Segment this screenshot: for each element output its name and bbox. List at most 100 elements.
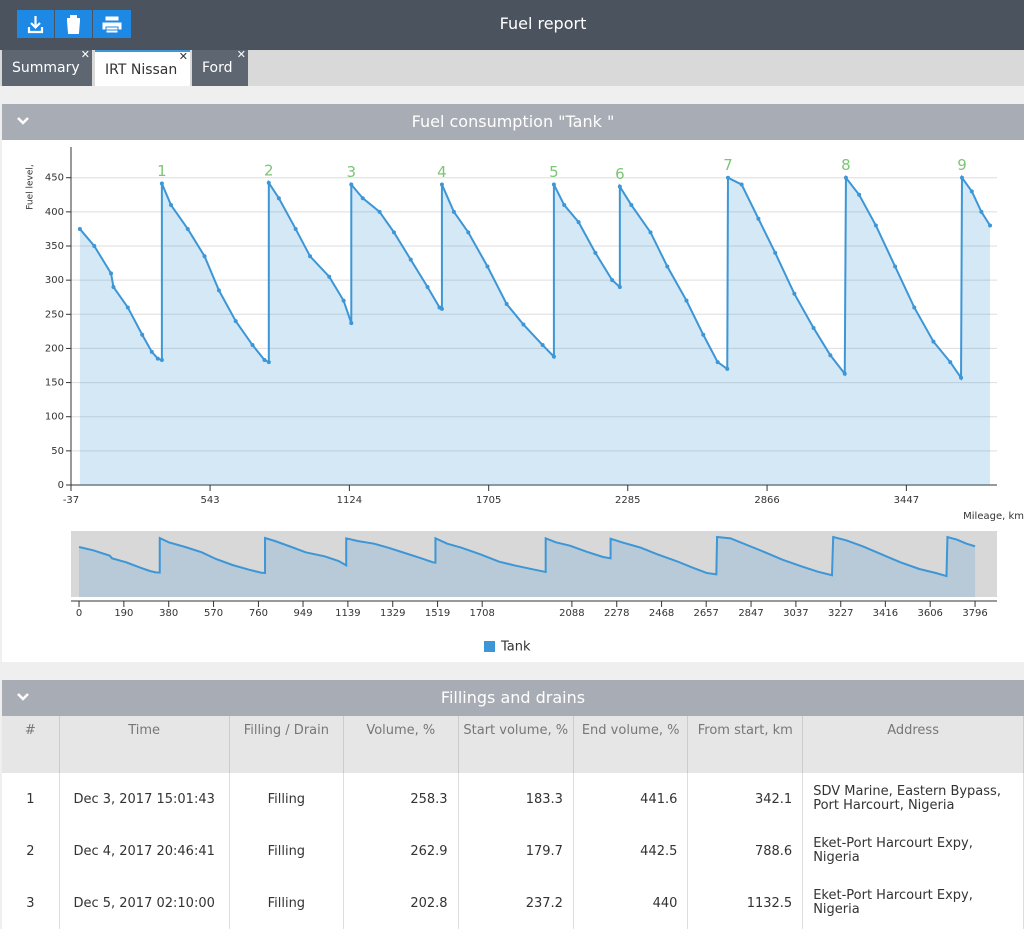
annotation: 7 [723,156,733,174]
point [276,196,281,201]
navigator-tick-label: 949 [293,608,312,619]
area [79,177,991,485]
point [725,175,730,180]
point [828,353,833,358]
point [959,175,964,180]
point [893,264,898,269]
y-tick-label: 350 [45,241,64,252]
y-tick-label: 300 [45,275,64,286]
y-tick-label: 150 [45,378,64,389]
point [125,305,130,310]
annotation: 6 [615,165,625,183]
table-cell: SDV Marine, Eastern Bypass, Port Harcour… [802,773,1024,825]
navigator-tick-label: 380 [159,608,178,619]
x-tick-label: 2866 [754,495,779,506]
column-header: End volume, % [573,716,689,773]
navigator-tick-label: 3416 [873,608,898,619]
point [408,257,413,262]
section-title: Fuel consumption "Tank " [411,112,615,131]
point [391,230,396,235]
point [216,288,221,293]
point [873,223,878,228]
table-cell: 440 [573,877,689,929]
header-row: # Time Filling / Drain Volume, % Start volum… [2,716,1024,773]
column-header: From start, km [687,716,804,773]
x-tick-label: 1705 [476,495,501,506]
section-header[interactable]: Fillings and drains [2,680,1024,716]
point [629,203,634,208]
point [185,226,190,231]
point [684,298,689,303]
navigator-tick-label: 2847 [738,608,763,619]
column-header: Volume, % [343,716,459,773]
point [341,298,346,303]
point [250,343,255,348]
table-cell: 2 [2,825,60,877]
point [425,284,430,289]
point [811,325,816,330]
navigator-tick-label: 3037 [783,608,808,619]
point [77,226,82,231]
table-cell: 1 [2,773,60,825]
point [842,371,847,376]
point [149,349,154,354]
point [988,223,993,228]
section-header[interactable]: Fuel consumption "Tank " [2,104,1024,140]
point [948,360,953,365]
point [349,321,354,326]
point [540,343,545,348]
navigator-tick-label: 190 [114,608,133,619]
annotation: 1 [157,162,167,180]
point [92,244,97,249]
point [140,332,145,337]
tab-bar: Summary ✕ IRT Nissan ✕ Ford ✕ [0,48,1024,86]
point [617,184,622,189]
navigator-line [78,535,976,578]
tab[interactable]: Ford ✕ [192,48,248,86]
point [466,230,471,235]
x-axis-label: Mileage, km [963,511,1024,522]
point [202,254,207,259]
point [665,264,670,269]
point [843,175,848,180]
table-cell: 3 [2,877,60,929]
table-cell: 179.7 [458,825,574,877]
point [617,284,622,289]
annotation: 2 [264,161,274,179]
point [857,192,862,197]
point [739,182,744,187]
point [168,203,173,208]
annotation: 9 [957,156,967,174]
column-header: Start volume, % [458,716,574,773]
point [349,182,354,187]
x-tick-label: 3447 [894,495,919,506]
point [233,319,238,324]
point [969,189,974,194]
navigator-tick-label: 1139 [335,608,360,619]
point [912,305,917,310]
point [266,180,271,185]
tab[interactable]: IRT Nissan ✕ [95,50,190,86]
navigator-tick-label: 2657 [693,608,718,619]
point [593,250,598,255]
y-tick-label: 250 [45,309,64,320]
point [266,360,271,365]
table-row: 2 Dec 4, 2017 20:46:41 Filling 262.9 179.7 44… [2,825,1024,877]
table-cell: 183.3 [458,773,574,825]
point [360,196,365,201]
point [959,375,964,380]
point [610,278,615,283]
page-title: Fuel report [499,14,587,33]
table-cell: 262.9 [343,825,459,877]
tab[interactable]: Summary ✕ [2,48,92,86]
point [648,230,653,235]
table-cell: 342.1 [687,773,804,825]
annotation: 3 [347,163,357,181]
column-header: Filling / Drain [229,716,345,773]
point [931,339,936,344]
table-cell: 442.5 [573,825,689,877]
table-cell: Dec 3, 2017 15:01:43 [59,773,230,825]
x-tick-label: 2285 [615,495,640,506]
y-tick-label: 450 [45,173,64,184]
